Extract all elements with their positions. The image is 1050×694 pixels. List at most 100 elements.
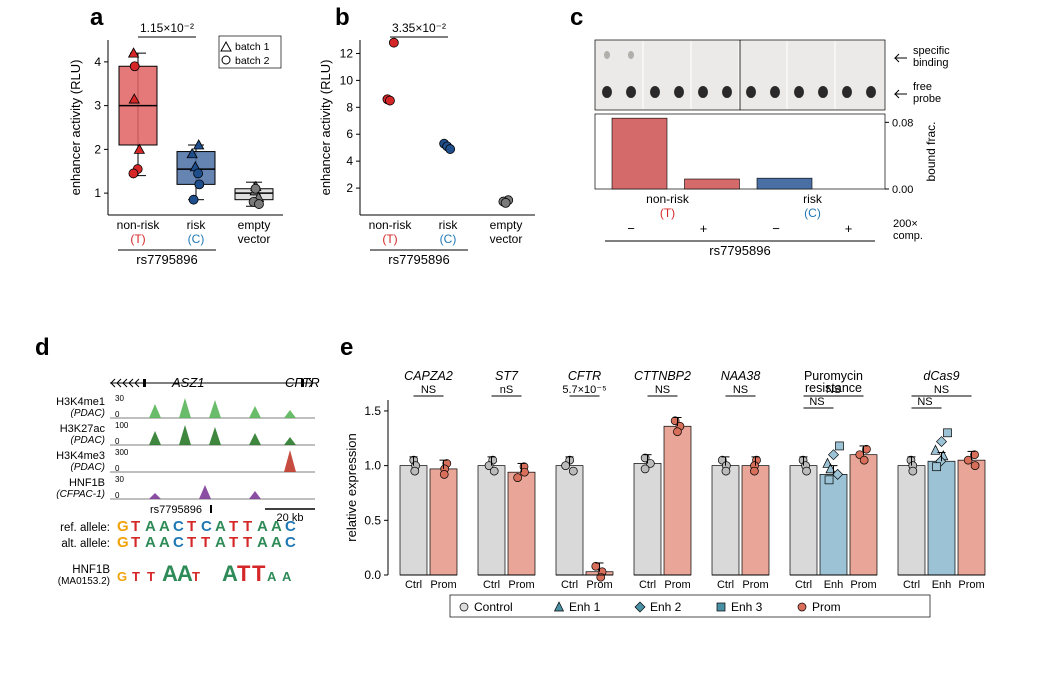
svg-text:ST7: ST7 — [495, 369, 519, 383]
panel-e-legend: Control Enh 1 Enh 2 Enh 3 Prom — [450, 595, 930, 617]
svg-text:NS: NS — [809, 396, 824, 408]
svg-text:C: C — [201, 518, 212, 535]
panel-a-chart: 1234enhancer activity (RLU)1.15×10⁻²batc… — [68, 21, 283, 267]
svg-text:0.00: 0.00 — [892, 184, 913, 196]
svg-text:nS: nS — [500, 384, 513, 396]
panel-b-chart: 24681012enhancer activity (RLU)3.35×10⁻²… — [318, 21, 535, 267]
svg-text:risk: risk — [439, 218, 459, 232]
svg-text:risk: risk — [187, 218, 207, 232]
svg-text:Prom: Prom — [508, 579, 534, 591]
svg-text:T: T — [192, 569, 200, 584]
svg-text:1: 1 — [94, 186, 101, 200]
svg-text:A: A — [282, 569, 292, 584]
svg-text:(PDAC): (PDAC) — [71, 462, 105, 473]
svg-text:A: A — [162, 561, 178, 586]
svg-text:vector: vector — [490, 232, 523, 246]
svg-text:enhancer activity (RLU): enhancer activity (RLU) — [318, 60, 333, 196]
svg-text:specific: specific — [913, 45, 950, 57]
svg-text:G: G — [117, 534, 129, 551]
svg-text:Enh 3: Enh 3 — [731, 600, 763, 614]
svg-text:T: T — [187, 518, 196, 535]
svg-text:−: − — [627, 221, 635, 236]
svg-text:Prom: Prom — [742, 579, 768, 591]
svg-text:T: T — [229, 518, 238, 535]
svg-text:CFTR: CFTR — [568, 369, 601, 383]
svg-text:Enh 2: Enh 2 — [650, 600, 682, 614]
svg-text:0.5: 0.5 — [364, 513, 381, 527]
svg-text:Enh: Enh — [932, 579, 952, 591]
svg-text:non-risk: non-risk — [369, 218, 413, 232]
svg-text:empty: empty — [490, 218, 523, 232]
svg-text:A: A — [257, 534, 268, 551]
svg-text:(T): (T) — [382, 232, 397, 246]
svg-text:NS: NS — [917, 396, 932, 408]
svg-text:(PDAC): (PDAC) — [71, 435, 105, 446]
svg-text:T: T — [237, 561, 251, 586]
svg-text:Ctrl: Ctrl — [483, 579, 500, 591]
svg-text:NS: NS — [826, 384, 841, 396]
svg-text:100: 100 — [115, 421, 129, 430]
panel-label-b: b — [335, 4, 350, 31]
svg-text:CAPZA2: CAPZA2 — [404, 369, 453, 383]
svg-text:NS: NS — [733, 384, 748, 396]
svg-text:T: T — [229, 534, 238, 551]
svg-text:A: A — [222, 561, 238, 586]
svg-text:0.08: 0.08 — [892, 117, 913, 129]
panel-a-legend: batch 1batch 2 — [219, 36, 281, 68]
svg-text:3.35×10⁻²: 3.35×10⁻² — [392, 21, 446, 35]
svg-text:H3K27ac: H3K27ac — [60, 423, 106, 435]
svg-text:Ctrl: Ctrl — [639, 579, 656, 591]
svg-text:Prom: Prom — [586, 579, 612, 591]
svg-text:Prom: Prom — [430, 579, 456, 591]
svg-text:rs7795896: rs7795896 — [709, 243, 770, 258]
svg-text:(T): (T) — [130, 232, 145, 246]
svg-text:free: free — [913, 81, 932, 93]
svg-text:T: T — [131, 518, 140, 535]
svg-text:A: A — [159, 518, 170, 535]
svg-text:0: 0 — [115, 464, 120, 473]
svg-text:A: A — [271, 534, 282, 551]
svg-text:−: − — [772, 221, 780, 236]
svg-text:A: A — [177, 561, 193, 586]
svg-text:rs7795896: rs7795896 — [150, 504, 202, 516]
svg-text:T: T — [132, 569, 140, 584]
svg-text:Ctrl: Ctrl — [903, 579, 920, 591]
svg-text:dCas9: dCas9 — [923, 369, 959, 383]
svg-text:8: 8 — [346, 100, 353, 114]
svg-text:(T): (T) — [660, 206, 675, 220]
svg-text:(C): (C) — [804, 206, 821, 220]
svg-text:binding: binding — [913, 57, 948, 69]
svg-text:12: 12 — [340, 46, 354, 60]
svg-text:Prom: Prom — [812, 600, 841, 614]
svg-text:NS: NS — [421, 384, 436, 396]
svg-text:HNF1B: HNF1B — [72, 564, 110, 576]
svg-text:C: C — [173, 518, 184, 535]
svg-text:A: A — [257, 518, 268, 535]
svg-text:probe: probe — [913, 93, 941, 105]
panel-a-ylabel: enhancer activity (RLU) — [68, 60, 83, 196]
svg-text:bound frac.: bound frac. — [924, 121, 938, 181]
svg-text:T: T — [147, 569, 155, 584]
svg-text:4: 4 — [94, 55, 101, 69]
svg-text:Ctrl: Ctrl — [795, 579, 812, 591]
svg-text:Enh: Enh — [824, 579, 844, 591]
svg-text:Control: Control — [474, 600, 513, 614]
svg-text:CTTNBP2: CTTNBP2 — [634, 369, 691, 383]
panel-label-e: e — [340, 334, 353, 361]
svg-text:(CFPAC-1): (CFPAC-1) — [56, 489, 105, 500]
svg-text:1.0: 1.0 — [364, 459, 381, 473]
svg-text:Enh 1: Enh 1 — [569, 600, 601, 614]
svg-text:+: + — [845, 221, 853, 236]
panel-d: ASZ1CFTRH3K4me1(PDAC)300H3K27ac(PDAC)100… — [56, 375, 320, 587]
svg-text:0: 0 — [115, 410, 120, 419]
svg-text:HNF1B: HNF1B — [69, 477, 105, 489]
panel-label-a: a — [90, 4, 104, 31]
svg-text:batch 2: batch 2 — [235, 55, 270, 67]
svg-text:ASZ1: ASZ1 — [171, 375, 205, 390]
svg-text:H3K4me3: H3K4me3 — [56, 450, 105, 462]
svg-text:A: A — [159, 534, 170, 551]
svg-text:5.7×10⁻⁵: 5.7×10⁻⁵ — [562, 384, 606, 396]
svg-text:(MA0153.2): (MA0153.2) — [58, 576, 110, 587]
svg-text:C: C — [173, 534, 184, 551]
svg-text:T: T — [243, 534, 252, 551]
